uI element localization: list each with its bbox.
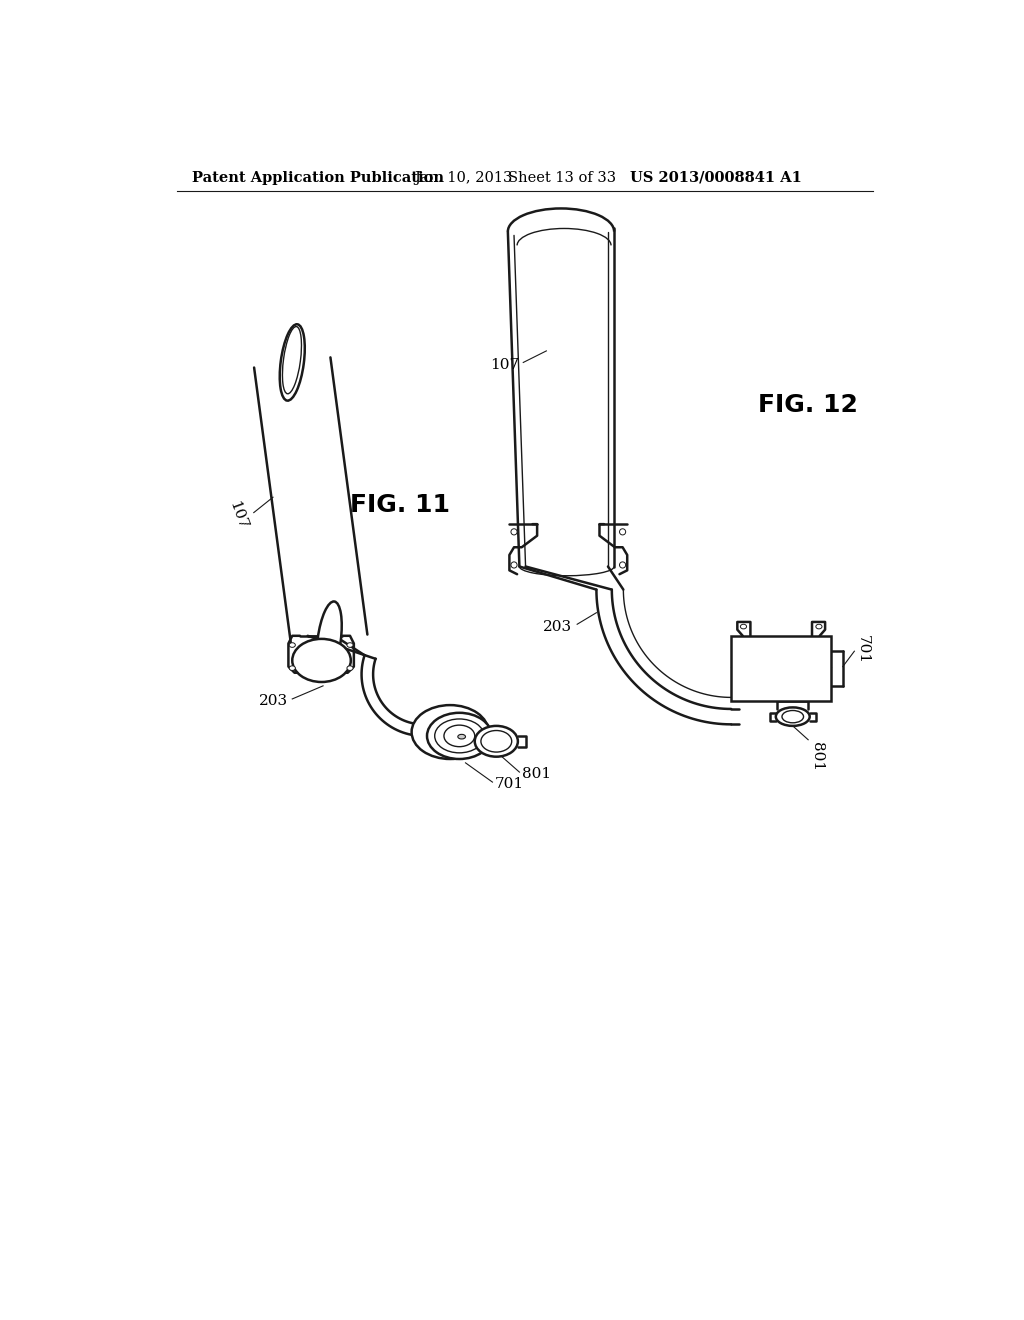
Ellipse shape: [620, 562, 626, 568]
Ellipse shape: [316, 602, 342, 678]
Ellipse shape: [435, 719, 484, 752]
Text: 107: 107: [490, 358, 519, 372]
Text: Patent Application Publication: Patent Application Publication: [193, 170, 444, 185]
Text: FIG. 11: FIG. 11: [350, 492, 451, 517]
Ellipse shape: [444, 725, 475, 747]
Ellipse shape: [280, 325, 305, 401]
Text: Sheet 13 of 33: Sheet 13 of 33: [508, 170, 616, 185]
Ellipse shape: [347, 643, 353, 647]
Ellipse shape: [427, 713, 492, 759]
Text: US 2013/0008841 A1: US 2013/0008841 A1: [630, 170, 802, 185]
Ellipse shape: [283, 326, 301, 393]
Text: 801: 801: [521, 767, 551, 781]
Text: 701: 701: [495, 777, 524, 792]
Text: 203: 203: [259, 694, 289, 709]
Ellipse shape: [816, 624, 822, 628]
Text: 701: 701: [856, 635, 870, 664]
Ellipse shape: [458, 734, 466, 739]
Ellipse shape: [475, 726, 518, 756]
Text: 801: 801: [810, 742, 823, 771]
Ellipse shape: [511, 529, 517, 535]
Ellipse shape: [292, 639, 351, 682]
Text: 107: 107: [226, 499, 250, 531]
Text: Jan. 10, 2013: Jan. 10, 2013: [414, 170, 512, 185]
Ellipse shape: [481, 730, 512, 752]
Polygon shape: [731, 636, 831, 701]
Ellipse shape: [347, 665, 353, 671]
Ellipse shape: [511, 562, 517, 568]
Ellipse shape: [620, 529, 626, 535]
Ellipse shape: [776, 708, 810, 726]
Ellipse shape: [289, 643, 295, 647]
Text: 203: 203: [544, 619, 572, 634]
Ellipse shape: [289, 665, 295, 671]
Ellipse shape: [740, 624, 746, 628]
Text: FIG. 12: FIG. 12: [758, 393, 858, 417]
Ellipse shape: [412, 705, 488, 759]
Ellipse shape: [782, 710, 804, 723]
